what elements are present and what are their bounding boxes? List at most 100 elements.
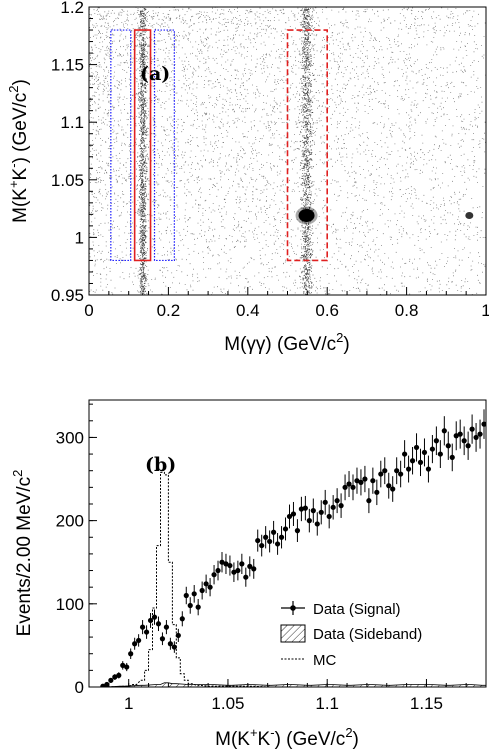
x-tick-label: 0.8 — [395, 301, 419, 320]
signal-marker — [274, 541, 281, 547]
y-axis-ticks: 0 100 200 300 — [56, 403, 97, 697]
scatter-plot-area — [89, 7, 486, 295]
legend-signal-marker — [290, 605, 296, 611]
signal-point — [231, 562, 237, 582]
signal-marker — [195, 604, 201, 610]
selection-boxes — [110, 29, 329, 262]
series-signal-points — [100, 409, 486, 687]
signal-marker — [116, 672, 122, 678]
signal-marker — [354, 478, 360, 484]
signal-marker — [338, 503, 344, 509]
signal-point — [239, 553, 245, 575]
signal-marker — [445, 443, 451, 449]
signal-marker — [211, 572, 217, 578]
signal-marker — [100, 683, 106, 687]
signal-marker — [199, 587, 205, 594]
signal-point — [346, 471, 352, 498]
panel-label-a: (a) — [140, 63, 170, 85]
legend-label-signal: Data (Signal) — [313, 601, 401, 618]
signal-point — [298, 496, 304, 522]
signal-marker — [374, 489, 380, 495]
signal-marker — [306, 518, 312, 524]
etaprime-phi-cluster — [465, 212, 474, 220]
signal-point — [290, 501, 297, 526]
signal-point — [326, 504, 332, 529]
signal-point — [247, 556, 253, 577]
x-tick-label: 1 — [124, 694, 133, 713]
x-tick-label: 0.4 — [236, 301, 260, 320]
signal-point — [481, 409, 486, 439]
x-tick-label: 0.2 — [157, 301, 181, 320]
signal-point — [302, 495, 308, 521]
signal-marker — [477, 431, 483, 437]
signal-point — [286, 504, 293, 529]
signal-point — [382, 457, 388, 485]
signal-marker — [350, 484, 356, 490]
x-tick-label: 1.1 — [315, 694, 339, 713]
signal-marker — [191, 591, 197, 597]
signal-point — [147, 613, 154, 628]
signal-point — [274, 533, 281, 555]
panel-b: 1 1.05 1.1 1.15 0 100 200 300 (b) M(K+K-) (GeV… — [10, 399, 487, 750]
signal-marker — [366, 498, 372, 504]
x-axis-ticks: 1 1.05 1.1 1.15 — [88, 679, 487, 713]
signal-marker — [282, 526, 289, 532]
signal-marker — [421, 449, 428, 456]
signal-marker — [473, 434, 479, 441]
y-axis-label: Events/2.00 MeV/c2 — [10, 470, 35, 637]
signal-marker — [429, 446, 436, 452]
signal-marker — [417, 459, 424, 465]
signal-marker — [425, 466, 432, 472]
signal-point — [398, 460, 404, 488]
signal-marker — [382, 468, 388, 474]
x-axis-label: M(K+K-) (GeV/c2) — [215, 725, 359, 750]
signal-point — [330, 495, 336, 520]
signal-marker — [437, 451, 443, 457]
signal-point — [167, 637, 173, 650]
legend-sideband-swatch — [280, 624, 306, 643]
signal-point — [278, 526, 285, 549]
signal-marker — [247, 563, 253, 569]
signal-marker — [409, 458, 416, 464]
signal-point — [402, 440, 408, 468]
signal-point — [251, 558, 257, 579]
signal-point — [243, 567, 249, 587]
signal-marker — [449, 454, 455, 460]
signal-point — [437, 440, 443, 468]
signal-point — [187, 597, 193, 614]
signal-point — [449, 443, 455, 472]
signal-marker — [143, 629, 150, 635]
signal-point — [405, 455, 412, 483]
signal-marker — [358, 479, 364, 485]
signal-marker — [302, 505, 308, 511]
signal-point — [195, 598, 201, 616]
signal-marker — [322, 499, 328, 505]
signal-point — [175, 628, 181, 642]
signal-point — [263, 526, 269, 549]
signal-point — [370, 467, 376, 494]
signal-point — [342, 474, 348, 501]
legend: Data (Signal) Data (Sideband) MC — [280, 601, 422, 669]
signal-marker — [255, 537, 261, 544]
signal-point — [386, 472, 392, 499]
signal-marker — [394, 468, 400, 474]
signal-point — [457, 419, 463, 449]
signal-point — [334, 488, 340, 514]
signal-marker — [167, 641, 173, 647]
signal-marker — [227, 562, 233, 569]
signal-marker — [235, 567, 241, 574]
signal-marker — [314, 521, 320, 527]
signal-marker — [271, 529, 277, 535]
signal-point — [179, 611, 185, 627]
signal-marker — [278, 534, 285, 540]
signal-pi0-box — [133, 29, 152, 262]
signal-marker — [370, 478, 376, 484]
y-tick-label: 0 — [75, 678, 84, 697]
signal-point — [191, 585, 197, 603]
signal-point — [227, 555, 233, 576]
signal-marker — [124, 664, 130, 670]
signal-marker — [267, 538, 273, 545]
signal-marker — [139, 624, 146, 630]
y-tick-label: 1.1 — [60, 113, 84, 132]
